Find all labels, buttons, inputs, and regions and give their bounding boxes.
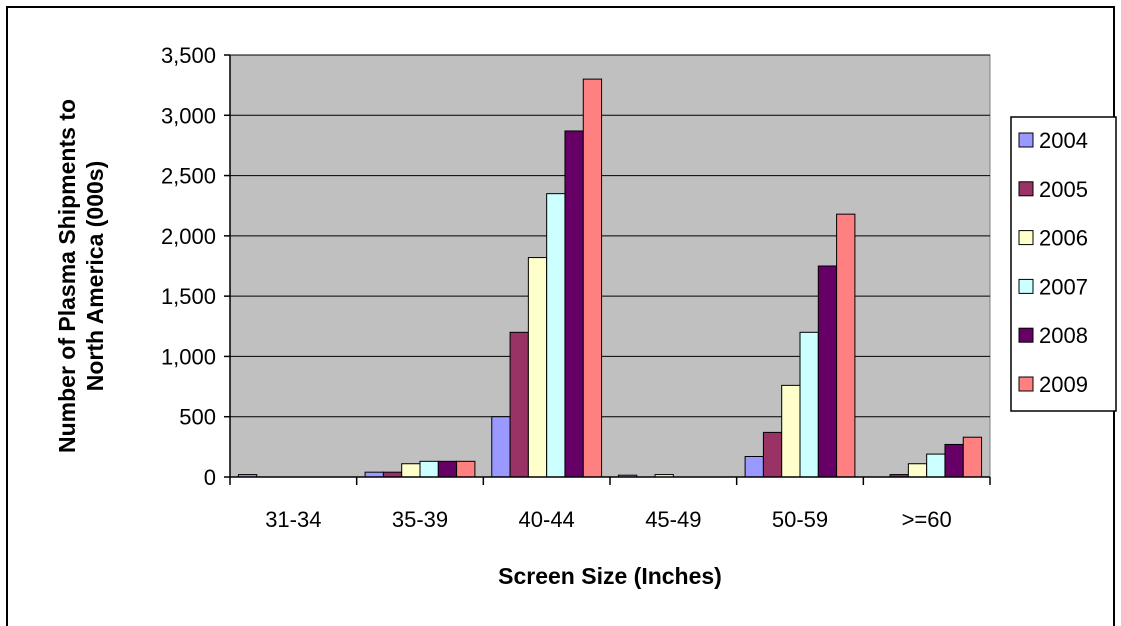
legend: 2004 2005 2006 2007 2008 2009 bbox=[1010, 116, 1117, 412]
bar-2007-35-39 bbox=[419, 460, 439, 478]
bar-2005-50-59 bbox=[762, 431, 783, 478]
legend-label-2005: 2005 bbox=[1039, 177, 1088, 202]
bar-2008-40-44 bbox=[564, 130, 584, 478]
bar-2007->=60 bbox=[926, 453, 946, 478]
x-axis: 31-34 35-39 40-44 45-49 50-59 >=60 bbox=[229, 476, 991, 532]
bar-2007-40-44 bbox=[546, 193, 566, 478]
x-tick-label: 50-59 bbox=[772, 507, 828, 532]
legend-swatch-2007 bbox=[1018, 278, 1034, 294]
y-tick-label: 500 bbox=[179, 405, 216, 430]
x-tick-label: 45-49 bbox=[645, 507, 701, 532]
bar-2006-35-39 bbox=[401, 463, 421, 478]
legend-label-2006: 2006 bbox=[1039, 226, 1088, 251]
bar-2009-35-39 bbox=[456, 460, 476, 478]
y-tick-label: 3,500 bbox=[161, 43, 216, 68]
bar-2006-50-59 bbox=[781, 384, 801, 478]
plot-area bbox=[229, 54, 991, 478]
legend-label-2008: 2008 bbox=[1039, 323, 1088, 348]
legend-swatch-2008 bbox=[1018, 327, 1034, 343]
x-tick-label: >=60 bbox=[902, 507, 952, 532]
y-axis-title-line-2: North America (000s) bbox=[82, 161, 108, 392]
legend-label-2007: 2007 bbox=[1039, 274, 1088, 299]
y-tick-label: 1,000 bbox=[161, 344, 216, 369]
bar-2009->=60 bbox=[962, 436, 983, 478]
bars bbox=[237, 78, 983, 478]
legend-swatch-2005 bbox=[1018, 181, 1034, 197]
y-axis: 0 500 1,000 1,500 2,000 2,500 3,000 3,500 bbox=[161, 43, 231, 490]
bar-2008-35-39 bbox=[437, 460, 458, 478]
y-axis-title-line-1: Number of Plasma Shipments to bbox=[54, 99, 80, 453]
y-tick-label: 3,000 bbox=[161, 103, 216, 128]
bar-2006-40-44 bbox=[527, 257, 548, 478]
y-tick-label: 1,500 bbox=[161, 284, 216, 309]
legend-swatch-2009 bbox=[1018, 376, 1034, 392]
x-axis-title: Screen Size (Inches) bbox=[498, 563, 722, 589]
legend-swatch-2004 bbox=[1018, 132, 1034, 148]
y-tick-label: 0 bbox=[204, 465, 216, 490]
x-tick-label: 35-39 bbox=[392, 507, 448, 532]
y-tick-label: 2,000 bbox=[161, 224, 216, 249]
legend-swatch-2006 bbox=[1018, 230, 1034, 246]
legend-label-2009: 2009 bbox=[1039, 372, 1088, 397]
bar-2007-50-59 bbox=[799, 331, 819, 478]
bar-2004-50-59 bbox=[744, 456, 764, 478]
bar-2004-40-44 bbox=[491, 416, 511, 478]
x-tick-label: 40-44 bbox=[519, 507, 575, 532]
legend-box bbox=[1010, 116, 1117, 412]
bar-2009-50-59 bbox=[836, 213, 856, 478]
legend-label-2004: 2004 bbox=[1039, 128, 1088, 153]
bar-2009-40-44 bbox=[582, 78, 603, 478]
bar-2008-50-59 bbox=[817, 265, 838, 478]
x-tick-label: 31-34 bbox=[265, 507, 321, 532]
y-tick-label: 2,500 bbox=[161, 164, 216, 189]
bar-2006->=60 bbox=[907, 463, 928, 478]
plot-background bbox=[229, 54, 991, 478]
bar-2008->=60 bbox=[944, 443, 964, 478]
bar-2005-40-44 bbox=[509, 331, 529, 478]
